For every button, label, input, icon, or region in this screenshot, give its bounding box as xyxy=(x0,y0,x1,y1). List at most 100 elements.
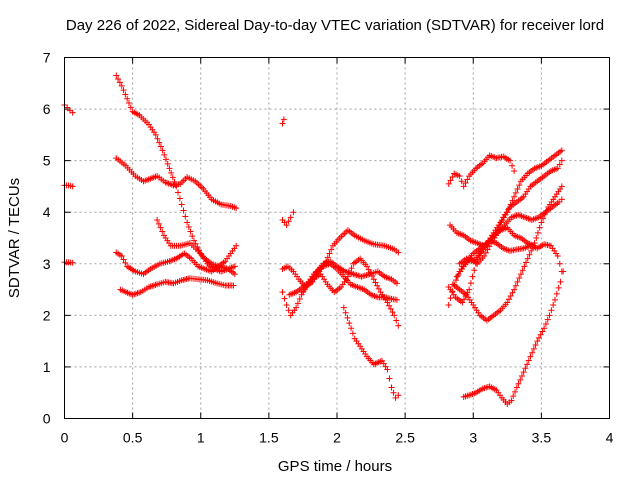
series-trace-m xyxy=(286,255,402,329)
data-point xyxy=(370,276,377,283)
data-point xyxy=(544,316,551,323)
data-point xyxy=(175,189,182,196)
data-point xyxy=(558,183,565,190)
data-point xyxy=(548,307,555,314)
x-axis-label: GPS time / hours xyxy=(278,458,392,475)
data-point xyxy=(529,349,536,356)
data-point xyxy=(509,197,516,204)
series-trace-j xyxy=(279,209,297,229)
x-tick-labels: 0 0.5 1 1.5 2 2.5 3 3.5 4 xyxy=(61,430,614,446)
data-point xyxy=(511,167,518,174)
data-point xyxy=(504,209,511,216)
data-point xyxy=(509,289,516,296)
data-point xyxy=(519,267,526,274)
data-point xyxy=(154,216,161,223)
y-tick-label: 5 xyxy=(43,153,51,169)
data-point xyxy=(556,198,563,205)
data-point xyxy=(152,131,159,138)
data-point xyxy=(69,109,76,116)
data-point xyxy=(196,247,203,254)
data-point xyxy=(184,219,191,226)
data-point xyxy=(118,82,125,89)
data-point xyxy=(340,304,347,311)
data-point xyxy=(324,254,331,261)
series-trace-e xyxy=(113,155,240,212)
data-point xyxy=(469,273,476,280)
data-point xyxy=(459,299,466,306)
x-tick-label: 1 xyxy=(197,430,205,446)
data-point xyxy=(449,173,456,180)
data-point xyxy=(230,282,237,289)
data-point xyxy=(521,263,528,270)
data-point xyxy=(283,222,290,229)
data-point xyxy=(524,255,531,262)
data-point xyxy=(116,79,123,86)
data-point xyxy=(386,302,393,309)
data-point xyxy=(535,334,542,341)
data-point xyxy=(514,186,521,193)
data-point xyxy=(504,299,511,306)
data-point xyxy=(507,201,514,208)
data-point xyxy=(526,251,533,258)
data-point xyxy=(384,299,391,306)
data-point xyxy=(498,218,505,225)
data-point xyxy=(374,282,381,289)
data-point xyxy=(118,253,125,260)
data-point xyxy=(187,228,194,235)
data-point xyxy=(512,388,519,395)
data-point xyxy=(517,271,524,278)
data-point xyxy=(528,247,535,254)
data-point xyxy=(512,189,519,196)
data-point xyxy=(365,266,372,273)
data-point xyxy=(507,157,514,164)
data-point xyxy=(182,213,189,220)
data-point xyxy=(344,314,351,321)
data-point xyxy=(542,320,549,327)
data-point xyxy=(386,375,393,382)
data-point xyxy=(527,353,534,360)
data-point xyxy=(537,331,544,338)
data-point xyxy=(190,237,197,244)
data-point xyxy=(558,147,565,154)
data-point xyxy=(517,376,524,383)
data-point xyxy=(552,296,558,303)
data-point xyxy=(512,282,519,289)
data-point xyxy=(532,342,539,349)
y-tick-label: 0 xyxy=(43,411,51,427)
data-point xyxy=(349,330,356,337)
data-point xyxy=(516,274,523,281)
data-point xyxy=(508,397,515,404)
data-point xyxy=(189,233,196,240)
data-point xyxy=(533,235,540,241)
series-trace-w xyxy=(456,224,538,267)
data-point xyxy=(522,365,529,372)
data-point xyxy=(541,325,548,332)
data-point xyxy=(471,267,478,274)
series-trace-t xyxy=(449,183,565,324)
data-point xyxy=(554,253,561,260)
axis-ticks xyxy=(64,57,610,419)
data-point xyxy=(506,205,513,212)
data-point xyxy=(395,322,402,329)
data-point xyxy=(285,218,292,225)
y-tick-label: 6 xyxy=(43,101,51,117)
data-point xyxy=(281,295,288,302)
data-point xyxy=(511,286,518,293)
data-point xyxy=(120,87,127,94)
data-point xyxy=(344,273,351,280)
data-point xyxy=(387,305,394,312)
data-point xyxy=(69,183,76,190)
data-point xyxy=(467,280,474,287)
x-tick-label: 1.5 xyxy=(259,430,279,446)
plot-frame xyxy=(64,57,610,419)
series-trace-q xyxy=(447,222,565,275)
data-point xyxy=(122,91,129,98)
data-point xyxy=(555,284,562,291)
data-point xyxy=(560,268,567,275)
data-point xyxy=(159,228,166,235)
data-point xyxy=(510,393,517,400)
data-point xyxy=(120,256,127,263)
series-trace-c xyxy=(61,259,76,266)
x-tick-label: 0.5 xyxy=(123,430,143,446)
data-point xyxy=(166,165,173,172)
